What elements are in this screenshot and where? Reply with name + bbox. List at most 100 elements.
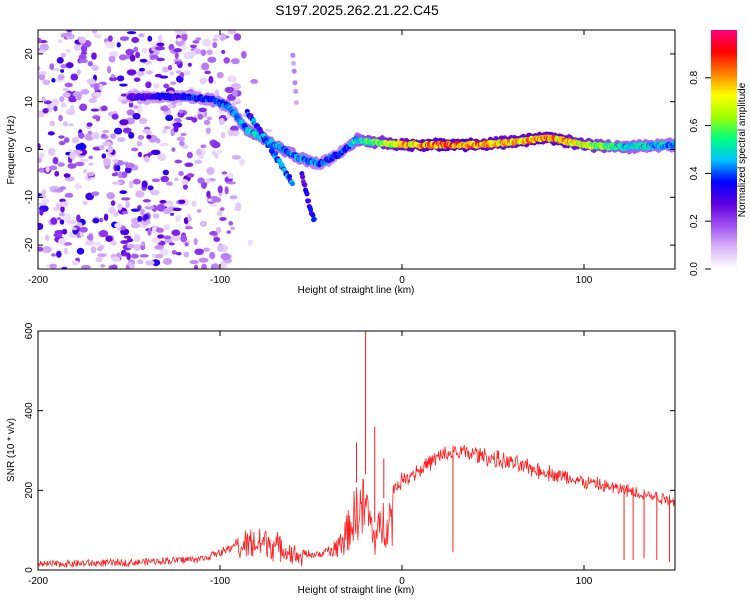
spectrogram-cell: [212, 41, 218, 49]
spectrogram-cell: [208, 75, 214, 84]
spectrogram-cell: [125, 162, 135, 169]
colorbar: 0.0 0.2 0.4 0.6 0.8 Normalized spectral ampl…: [689, 30, 748, 276]
spectrogram-cell: [178, 30, 187, 35]
spectrogram-cell: [155, 253, 164, 259]
spectrogram-cell: [95, 256, 103, 263]
spectrogram-cell: [95, 116, 101, 122]
spectrogram-cell: [230, 58, 240, 65]
spectrogram-cell: [184, 242, 189, 247]
spectrogram-cell: [311, 216, 317, 222]
spectrogram-cell: [169, 71, 175, 76]
spectrogram-cell: [48, 165, 58, 171]
spectrogram-cell: [188, 51, 197, 57]
spectrogram-cell: [76, 68, 81, 75]
spectrogram-cell: [137, 151, 143, 158]
spectrogram-cell: [120, 93, 128, 97]
spectrogram-cell: [62, 92, 71, 98]
spectrogram-cell: [206, 167, 215, 175]
spectrogram-cell: [191, 200, 197, 207]
spectrogram-cell: [126, 243, 135, 249]
spectrogram-cell: [107, 65, 112, 74]
spectrogram-cell: [76, 94, 82, 101]
spectrogram-y-tick-label: 10: [24, 96, 35, 108]
spectrogram-cell: [92, 91, 102, 98]
spectrogram-cell: [233, 33, 242, 41]
spectrogram-cell: [58, 140, 66, 146]
spectrogram-cell: [110, 239, 117, 246]
spectrogram-cell: [63, 173, 71, 178]
colorbar-tick-label: 0.0: [689, 262, 700, 276]
spectrogram-cell: [67, 163, 77, 169]
spectrogram-cell: [198, 154, 204, 159]
spectrogram-cell: [265, 128, 273, 133]
spectrogram-cell: [162, 128, 168, 134]
spectrogram-cell: [113, 211, 119, 217]
spectrogram-cell: [92, 242, 102, 246]
spectrogram-cell: [197, 177, 205, 184]
spectrogram-cell: [117, 203, 123, 211]
spectrogram-cell: [90, 246, 97, 254]
spectrogram-cell: [185, 116, 195, 121]
spectrogram-cell: [70, 104, 75, 113]
spectrogram-cell: [74, 161, 85, 167]
spectrogram-cell: [76, 247, 85, 255]
snr-axes: -200 -100 0 100 0 200 400 600: [24, 322, 675, 587]
spectrogram-cell: [219, 207, 225, 212]
spectrogram-cell: [128, 132, 135, 139]
spectrogram-cell: [85, 240, 95, 246]
spectrogram-cell: [103, 158, 111, 166]
spectrogram-cell: [219, 33, 227, 41]
spectrogram-cell: [139, 254, 149, 258]
spectrogram-cell: [223, 57, 230, 64]
spectrogram-cell: [167, 64, 173, 71]
spectrogram-cell: [62, 121, 69, 127]
spectrogram-cell: [183, 251, 190, 258]
spectrogram-cell: [212, 38, 219, 42]
spectrogram-cell: [58, 135, 65, 139]
spectrogram-cell: [131, 36, 140, 43]
snr-x-tick-label: 0: [399, 576, 405, 587]
spectrogram-cell: [193, 237, 198, 246]
spectrogram-cell: [42, 108, 49, 114]
spectrogram-cell: [226, 230, 231, 234]
spectrogram-cell: [147, 152, 153, 157]
spectrogram-cell: [184, 162, 194, 168]
spectrogram-cell: [217, 244, 224, 252]
spectrogram-cell: [126, 69, 137, 76]
spectrogram-cell: [181, 44, 187, 51]
spectrogram-cell: [137, 259, 144, 265]
spectrogram-cell: [172, 207, 182, 212]
spectrogram-cell: [53, 206, 59, 212]
spectrogram-cell: [186, 151, 193, 159]
spectrogram-cell: [107, 35, 113, 42]
snr-spikes: [356, 331, 671, 563]
spectrogram-cell: [102, 141, 111, 147]
spectrogram-cell: [218, 117, 225, 125]
spectrogram-cell: [163, 208, 172, 215]
spectrogram-cell: [119, 119, 129, 126]
spectrogram-cell: [119, 36, 130, 41]
spectrogram-cell: [184, 226, 193, 230]
spectrogram-cell: [128, 180, 134, 189]
spectrogram-cell: [198, 107, 207, 113]
spectrogram-cell: [156, 227, 164, 233]
spectrogram-cell: [49, 103, 54, 111]
spectrogram-cell: [88, 162, 94, 166]
spectrogram-cell: [82, 200, 88, 206]
spectrogram-cell: [232, 89, 238, 97]
spectrogram-cell: [120, 99, 128, 104]
spectrogram-cell: [145, 81, 152, 89]
spectrogram-cell: [122, 127, 132, 134]
spectrogram-cell: [64, 82, 73, 88]
snr-frame: [37, 330, 676, 571]
colorbar-label: Normalized spectral amplitude: [737, 82, 748, 217]
spectrogram-cell: [38, 65, 41, 71]
spectrogram-cell: [124, 166, 132, 174]
spectrogram-cell: [163, 125, 171, 130]
spectrogram-cell: [69, 151, 77, 160]
spectrogram-cell: [179, 72, 185, 78]
spectrogram-cell: [51, 98, 60, 106]
spectrogram-cell: [117, 137, 126, 143]
spectrogram-cell: [235, 202, 242, 210]
spectrogram-cell: [171, 147, 176, 152]
